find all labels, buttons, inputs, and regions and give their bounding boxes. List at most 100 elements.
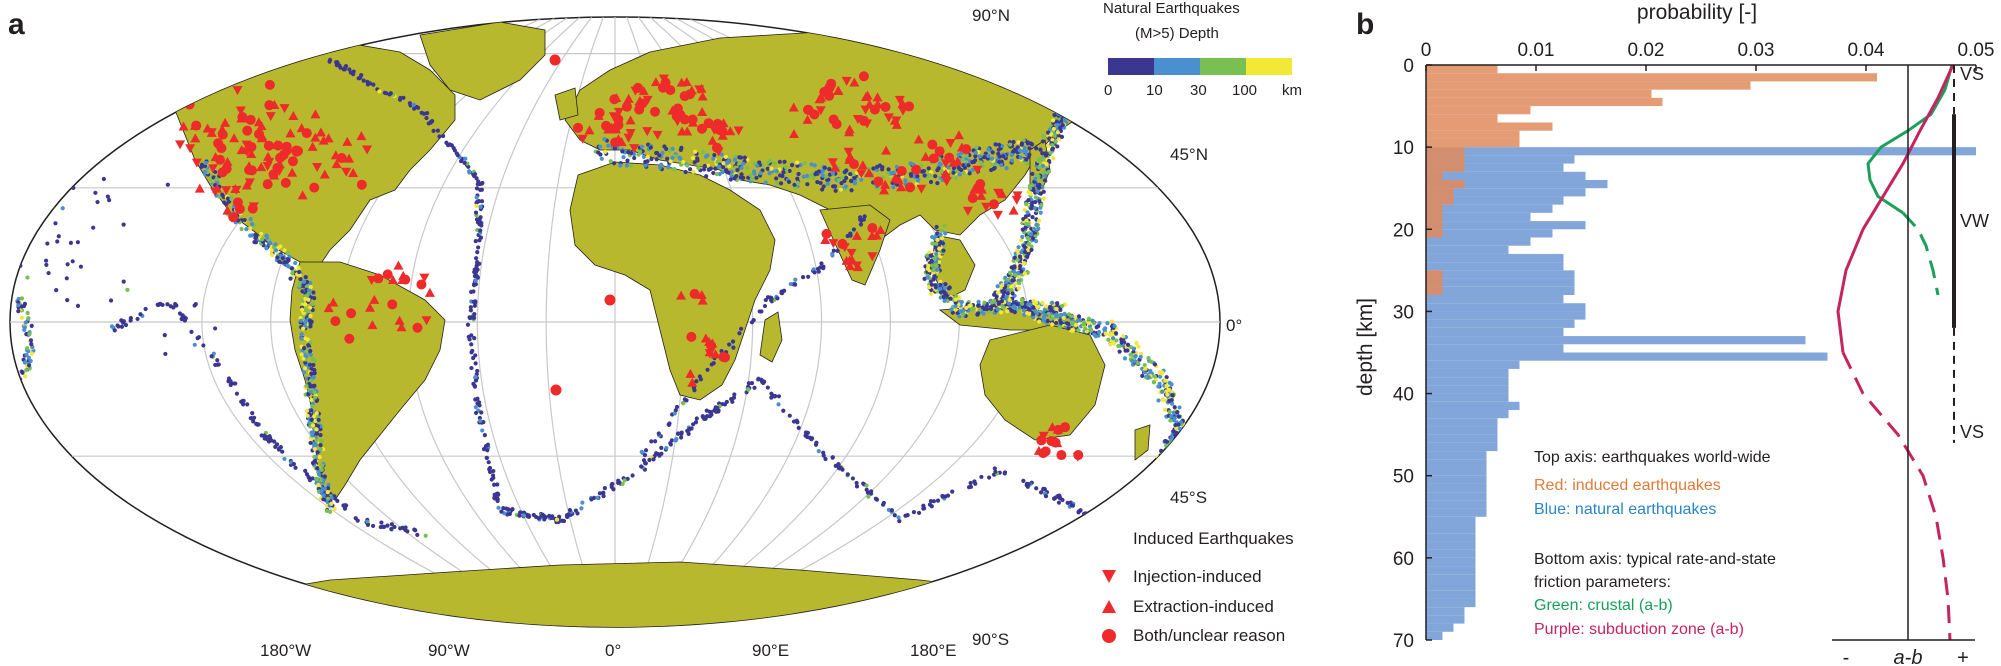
natural-earthquake-dot — [935, 168, 940, 173]
natural-earthquake-dot — [309, 417, 314, 423]
friction-curve-dashed — [1841, 351, 1952, 641]
triangle-up-icon — [1102, 600, 1116, 613]
natural-earthquake-dot — [1037, 185, 1042, 191]
natural-earthquake-dot — [1041, 156, 1046, 161]
natural-earthquake-dot — [928, 179, 934, 185]
natural-earthquake-dot — [1027, 146, 1032, 151]
both-unclear-marker — [216, 143, 227, 154]
natural-earthquake-dot — [1050, 118, 1056, 123]
natural-earthquake-dot — [1057, 325, 1063, 330]
natural-earthquake-dot — [745, 165, 750, 171]
natural-earthquake-dot — [95, 199, 100, 205]
natural-earthquake-dot — [208, 68, 213, 74]
natural-earthquake-dot — [676, 431, 681, 436]
natural-earthquake-dot — [1178, 440, 1184, 446]
induced-legend-extraction: Extraction-induced — [1133, 597, 1274, 616]
natural-earthquake-dot — [1023, 201, 1029, 207]
natural-earthquake-dot — [475, 401, 480, 406]
natural-earthquake-dot — [309, 408, 314, 413]
natural-earthquake-dot — [989, 300, 995, 305]
histogram-bar — [1426, 393, 1509, 402]
natural-earthquake-dot — [1076, 314, 1082, 319]
natural-earthquake-dot — [472, 384, 478, 389]
depth-tick-30: 30 — [1190, 82, 1207, 99]
natural-earthquake-dot — [1172, 405, 1177, 410]
natural-earthquake-dot — [1160, 397, 1165, 402]
natural-earthquake-dot — [280, 449, 285, 454]
natural-earthquake-dot — [1074, 68, 1079, 73]
natural-earthquake-dot — [312, 414, 317, 419]
natural-earthquake-dot — [312, 446, 317, 452]
natural-earthquake-dot — [27, 332, 32, 337]
natural-earthquake-dot — [1062, 95, 1067, 100]
british-isles — [554, 87, 579, 121]
natural-earthquake-dot — [233, 381, 238, 386]
natural-earthquake-dot — [179, 316, 184, 322]
natural-earthquake-dot — [71, 185, 76, 190]
histogram-bar — [1426, 89, 1652, 98]
natural-earthquake-dot — [903, 178, 908, 183]
natural-earthquake-dot — [943, 231, 948, 236]
natural-earthquake-dot — [499, 509, 504, 514]
natural-earthquake-dot — [282, 456, 287, 462]
natural-earthquake-dot — [782, 288, 787, 293]
natural-earthquake-dot — [624, 163, 629, 168]
natural-earthquake-dot — [1171, 429, 1176, 434]
natural-earthquake-dot — [926, 166, 931, 171]
natural-earthquake-dot — [1160, 389, 1165, 394]
natural-earthquake-dot — [1114, 338, 1119, 343]
natural-earthquake-dot — [763, 297, 768, 303]
natural-earthquake-dot — [933, 245, 938, 250]
depth-legend-title-1: Natural Earthquakes — [1103, 0, 1240, 17]
natural-earthquake-dot — [1119, 337, 1124, 342]
natural-earthquake-dot — [484, 455, 489, 461]
natural-earthquake-dot — [1021, 261, 1027, 266]
natural-earthquake-dot — [1025, 210, 1030, 215]
natural-earthquake-dot — [992, 466, 997, 471]
both-unclear-marker — [934, 146, 945, 157]
natural-earthquake-dot — [179, 68, 185, 73]
natural-earthquake-dot — [795, 176, 800, 181]
natural-earthquake-dot — [137, 91, 142, 97]
natural-earthquake-dot — [755, 163, 760, 168]
natural-earthquake-dot — [1157, 381, 1162, 386]
natural-earthquake-dot — [1062, 70, 1067, 75]
natural-earthquake-dot — [603, 149, 608, 154]
natural-earthquake-dot — [659, 162, 664, 167]
natural-earthquake-dot — [988, 306, 994, 311]
natural-earthquake-dot — [1050, 322, 1055, 327]
natural-earthquake-dot — [245, 402, 250, 407]
natural-earthquake-dot — [1041, 170, 1047, 175]
natural-earthquake-dot — [1016, 245, 1021, 250]
natural-earthquake-dot — [317, 455, 322, 460]
natural-earthquake-dot — [182, 318, 187, 323]
natural-earthquake-dot — [896, 515, 901, 520]
natural-earthquake-dot — [1136, 344, 1141, 349]
natural-earthquake-dot — [1038, 191, 1043, 196]
natural-earthquake-dot — [251, 419, 256, 424]
natural-earthquake-dot — [359, 72, 364, 78]
natural-earthquake-dot — [812, 270, 817, 275]
natural-earthquake-dot — [1071, 68, 1076, 73]
natural-earthquake-dot — [248, 226, 253, 231]
natural-earthquake-dot — [259, 231, 264, 236]
natural-earthquake-dot — [307, 362, 313, 367]
natural-earthquake-dot — [308, 378, 314, 383]
natural-earthquake-dot — [934, 251, 939, 257]
natural-earthquake-dot — [973, 481, 978, 486]
natural-earthquake-dot — [931, 241, 936, 246]
natural-earthquake-dot — [1152, 374, 1157, 379]
natural-earthquake-dot — [681, 159, 686, 165]
natural-earthquake-dot — [175, 66, 180, 71]
histogram-bar — [1426, 270, 1443, 279]
histogram-bar — [1426, 418, 1498, 427]
depth-tick-100: 100 — [1232, 82, 1257, 99]
natural-earthquake-dot — [65, 262, 70, 267]
natural-earthquake-dot — [977, 154, 983, 159]
natural-earthquake-dot — [690, 155, 696, 161]
natural-earthquake-dot — [199, 70, 204, 75]
natural-earthquake-dot — [348, 70, 353, 75]
natural-earthquake-dot — [1058, 125, 1063, 130]
natural-earthquake-dot — [1059, 312, 1064, 318]
natural-earthquake-dot — [1041, 318, 1046, 323]
